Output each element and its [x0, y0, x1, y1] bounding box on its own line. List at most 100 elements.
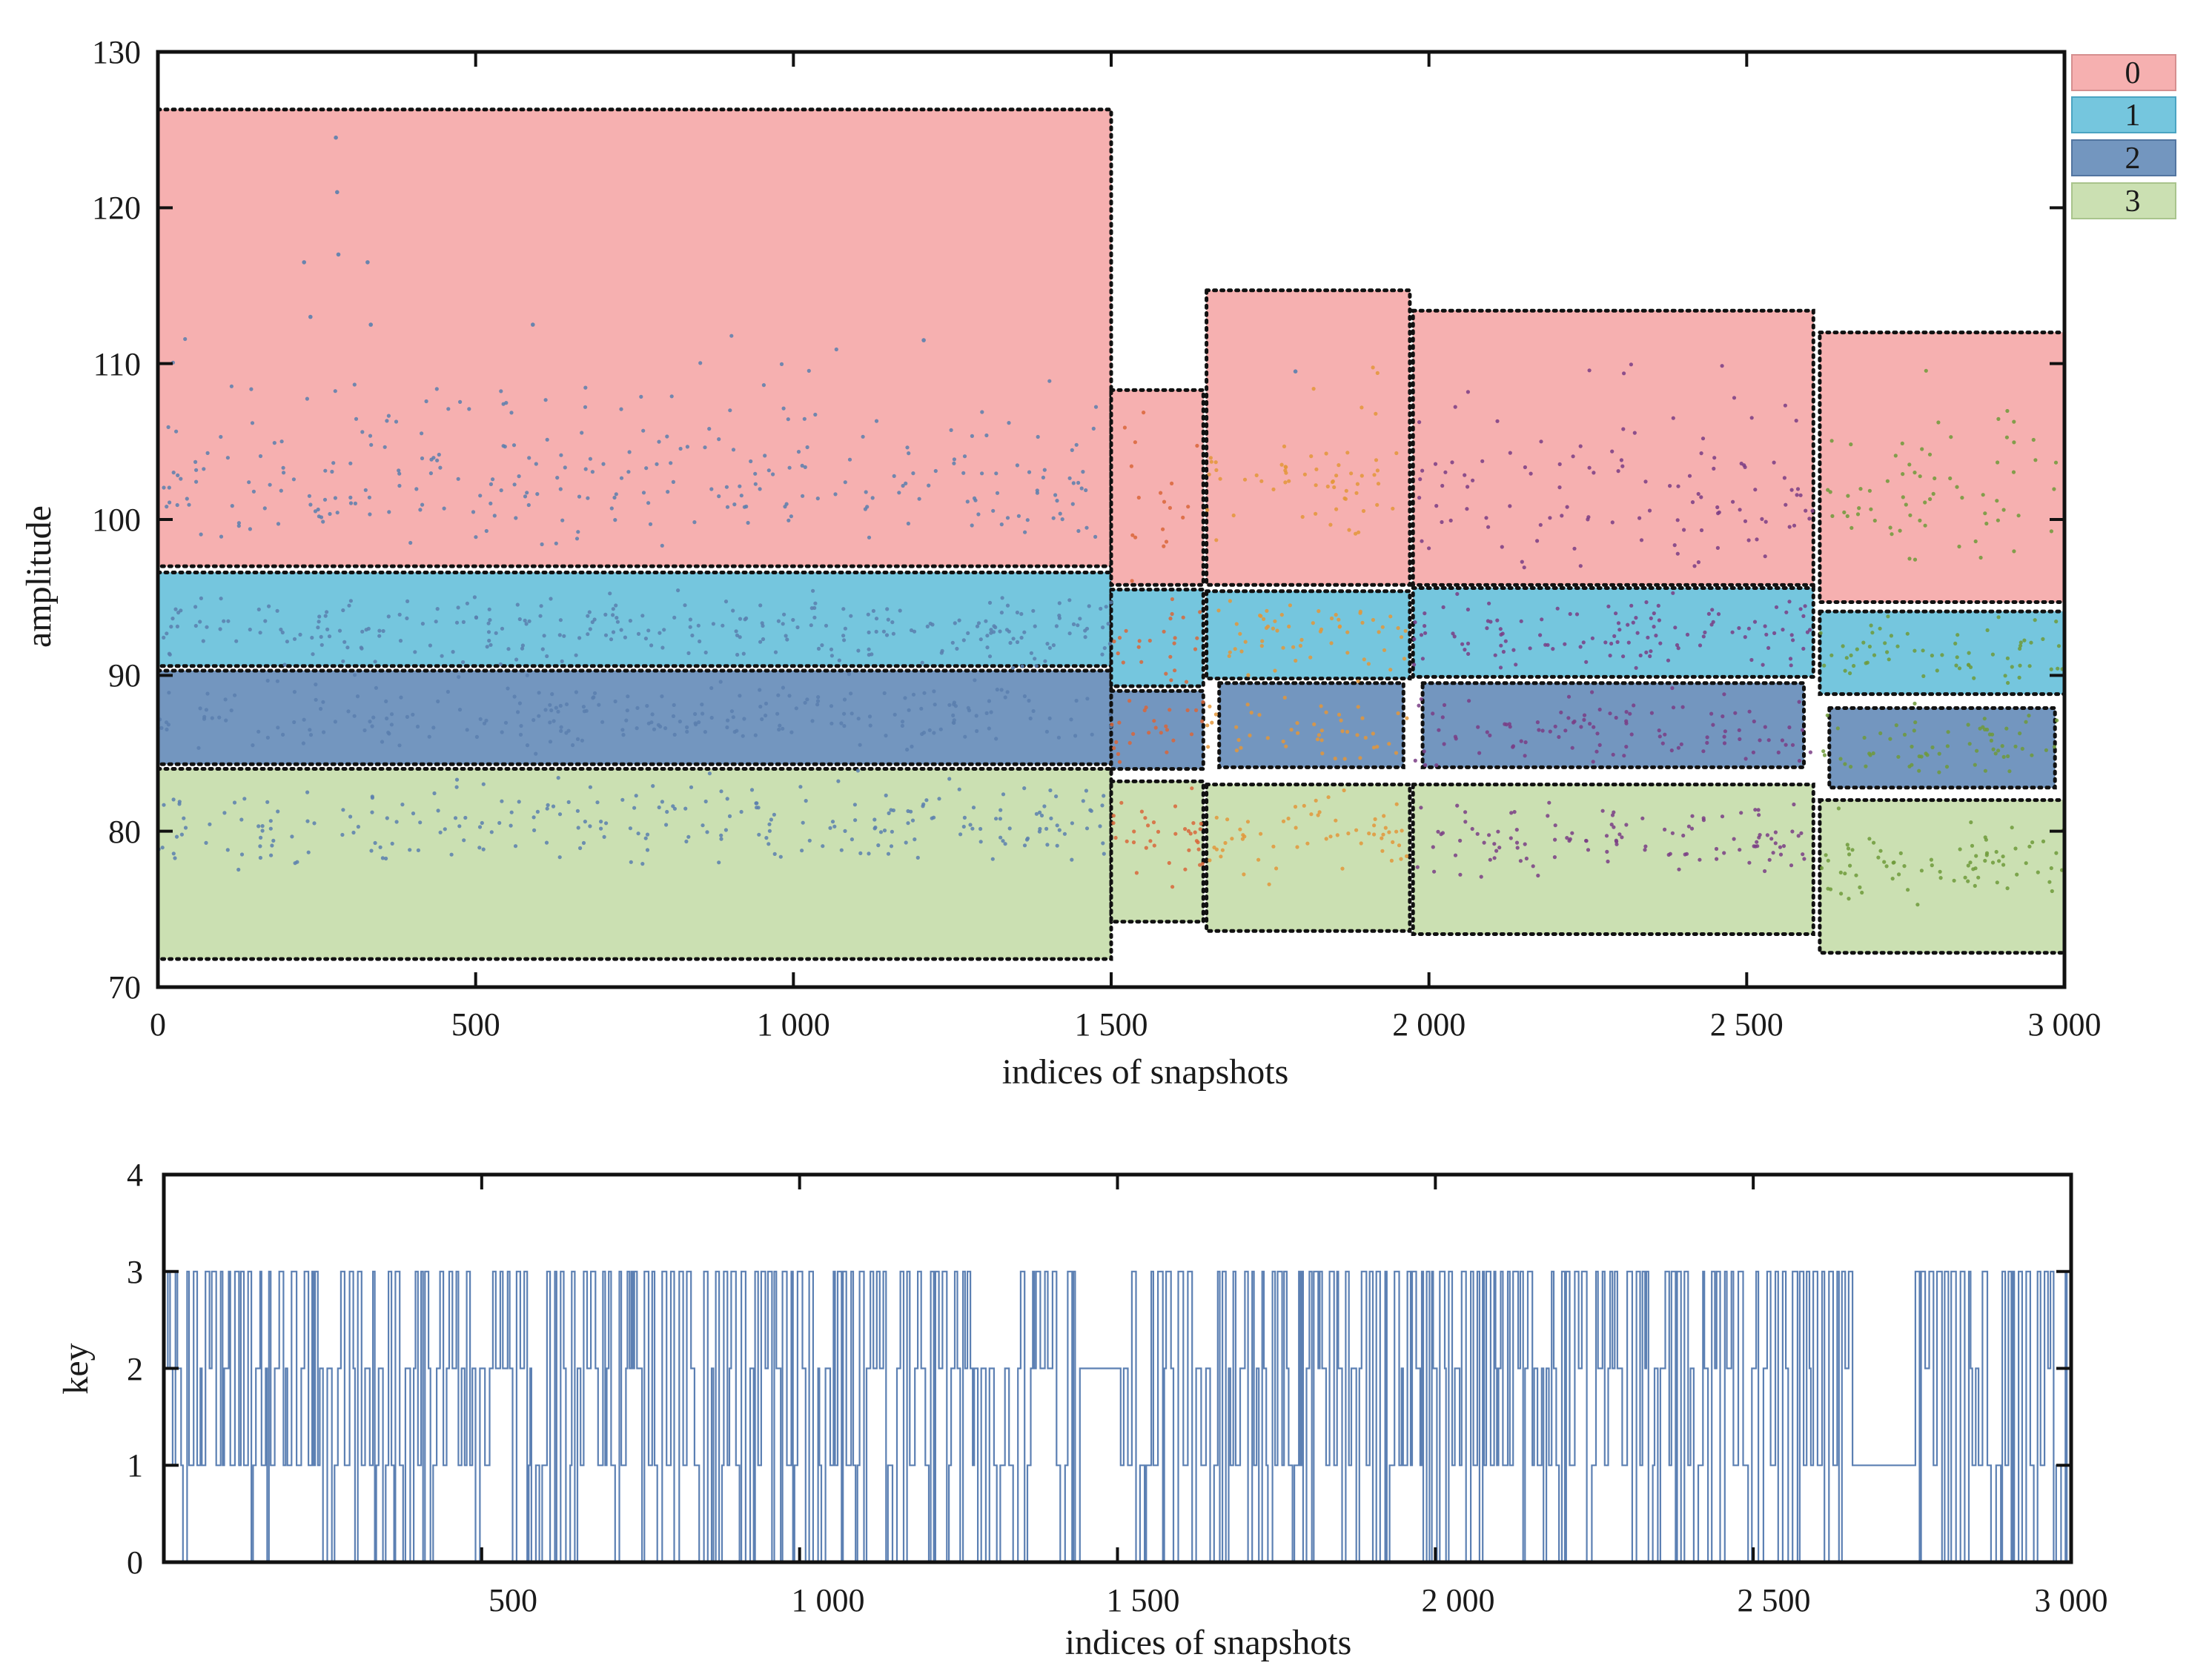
data-point — [1070, 502, 1075, 506]
class-region-1 — [156, 571, 1113, 668]
data-point — [1161, 527, 1165, 531]
data-point — [1790, 743, 1795, 747]
legend-swatch — [2071, 54, 2176, 91]
data-point — [779, 362, 784, 366]
data-point — [276, 726, 280, 730]
data-point — [1696, 560, 1700, 565]
data-point — [1081, 799, 1085, 803]
data-point — [461, 620, 466, 625]
data-point — [1628, 711, 1632, 716]
data-point — [1273, 619, 1277, 623]
data-point — [268, 826, 273, 831]
data-point — [1733, 711, 1738, 715]
data-point — [1067, 631, 1072, 636]
data-point — [1074, 442, 1079, 447]
data-point — [484, 718, 489, 723]
data-point — [1329, 616, 1334, 621]
data-point — [608, 591, 612, 596]
data-point — [377, 628, 382, 633]
data-point — [1039, 813, 1044, 818]
data-point — [764, 713, 768, 718]
data-point — [1752, 620, 1758, 624]
data-point — [1291, 645, 1296, 649]
data-point — [1648, 654, 1652, 659]
data-point — [1375, 371, 1380, 375]
data-point — [2015, 872, 2019, 877]
data-point — [1488, 733, 1492, 738]
data-point — [1751, 750, 1755, 754]
data-point — [162, 635, 166, 640]
data-point — [1181, 615, 1185, 620]
data-point — [1100, 803, 1105, 808]
data-point — [1214, 538, 1219, 542]
data-point — [242, 797, 247, 801]
x-tick-label: 3 000 — [2035, 1582, 2108, 1618]
data-point — [619, 476, 624, 480]
data-point — [1142, 708, 1147, 713]
data-point — [1394, 829, 1399, 834]
data-point — [1800, 728, 1805, 732]
data-point — [1749, 416, 1754, 420]
data-point — [866, 612, 870, 617]
data-point — [1738, 508, 1742, 512]
data-point — [1671, 591, 1675, 595]
data-point — [952, 702, 956, 707]
data-point — [525, 743, 530, 748]
data-point — [809, 606, 814, 611]
data-point — [489, 482, 494, 487]
data-point — [236, 867, 241, 872]
data-point — [775, 711, 780, 716]
data-point — [1043, 659, 1047, 663]
data-point — [1078, 617, 1082, 621]
data-point — [1357, 530, 1361, 534]
data-point — [537, 691, 541, 695]
data-point — [735, 652, 740, 657]
data-point — [1316, 813, 1320, 817]
data-point — [456, 477, 460, 481]
data-point — [980, 471, 984, 476]
data-point — [557, 633, 562, 637]
data-point — [1917, 768, 1921, 773]
data-point — [1567, 838, 1572, 843]
data-point — [1597, 743, 1602, 748]
data-point — [583, 405, 588, 409]
data-point — [1763, 624, 1767, 628]
data-point — [834, 347, 838, 352]
data-point — [1144, 846, 1148, 850]
data-point — [384, 699, 388, 704]
data-point — [1165, 728, 1170, 732]
data-point — [1682, 528, 1686, 532]
data-point — [645, 848, 650, 852]
data-point — [1500, 631, 1505, 636]
data-point — [1127, 699, 1132, 703]
data-point — [1872, 518, 1877, 523]
data-point — [1466, 607, 1470, 612]
data-point — [1100, 652, 1105, 657]
data-point — [1921, 648, 1925, 653]
data-point — [1579, 725, 1583, 729]
data-point — [1685, 632, 1690, 637]
data-point — [1566, 716, 1571, 720]
data-point — [348, 495, 353, 500]
data-point — [787, 694, 792, 698]
x-tick-label: 1 000 — [757, 1006, 830, 1043]
data-point — [1686, 824, 1691, 829]
data-point — [1892, 860, 1896, 865]
data-point — [850, 837, 854, 842]
data-point — [1311, 621, 1315, 625]
data-point — [1824, 853, 1828, 857]
data-point — [363, 488, 368, 492]
data-point — [1101, 841, 1105, 846]
data-point — [1071, 622, 1076, 627]
data-point — [501, 402, 506, 406]
data-point — [1523, 465, 1527, 470]
data-point — [1015, 610, 1019, 615]
data-point — [820, 643, 824, 648]
data-point — [1470, 826, 1474, 831]
data-point — [367, 495, 371, 499]
data-point — [1466, 390, 1470, 394]
data-point — [1230, 837, 1234, 841]
data-point — [1090, 732, 1094, 737]
data-point — [756, 806, 761, 810]
data-point — [462, 838, 466, 843]
